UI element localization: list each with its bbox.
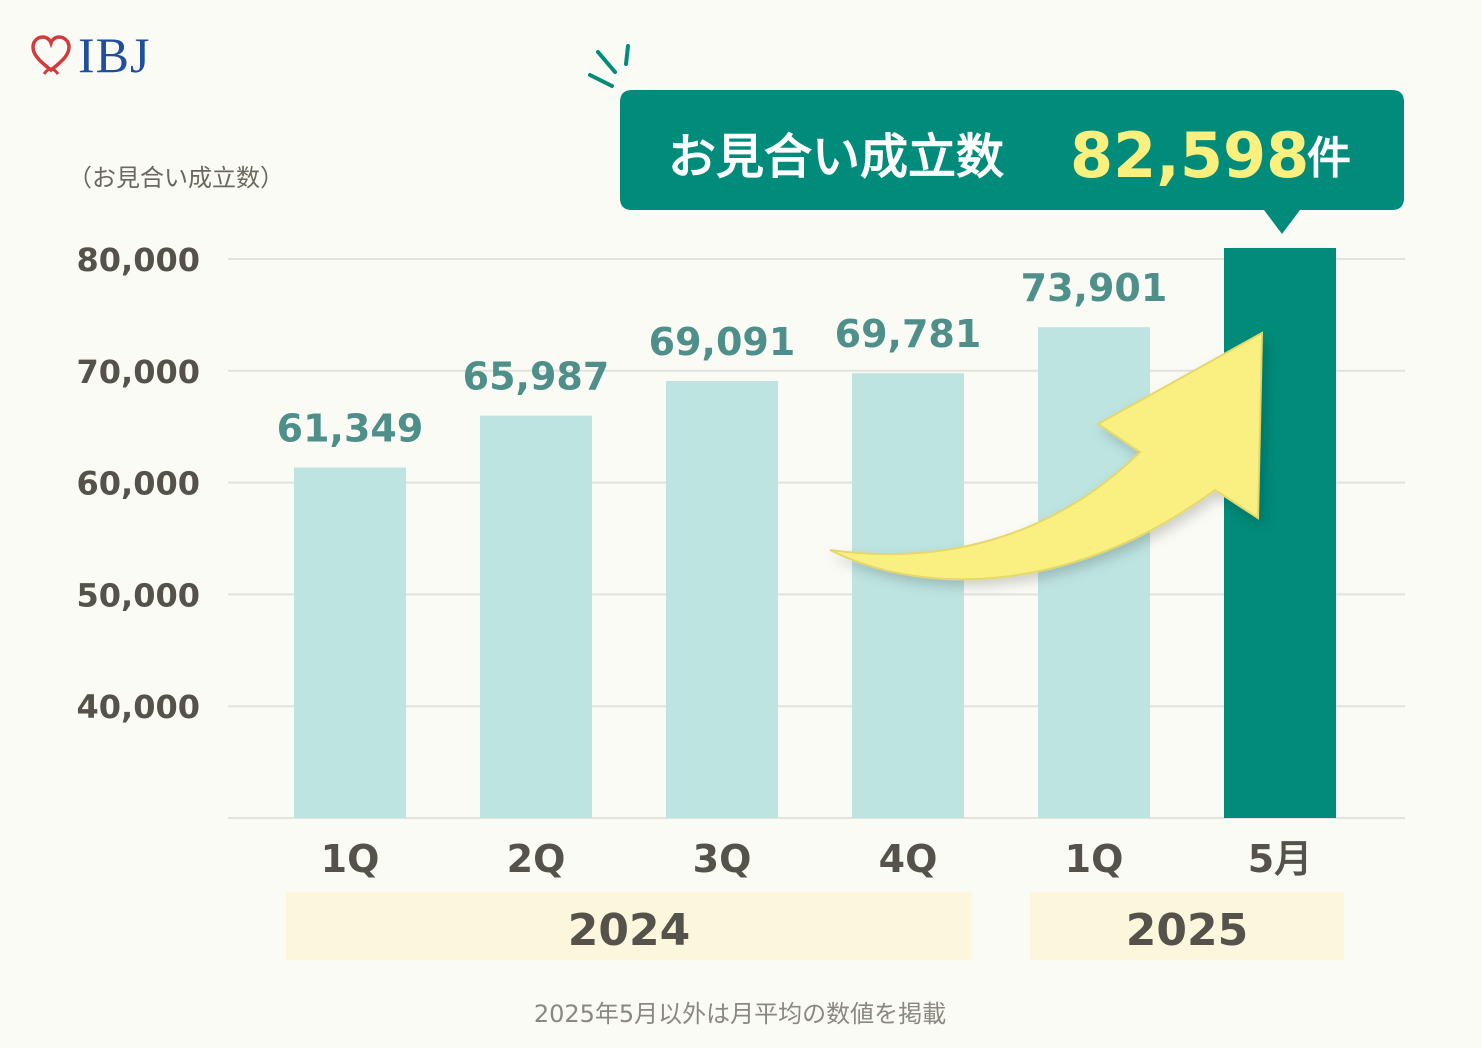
y-axis-title: （お見合い成立数） [68,164,284,192]
year-band [1030,892,1344,960]
bar [852,373,964,818]
year-band [286,892,972,960]
value-label: 61,349 [277,407,424,451]
year-label: 2024 [568,905,690,956]
brand-logo: IBJ [78,27,151,83]
bar [1224,248,1336,818]
value-labels: 61,349 65,987 69,091 69,781 73,901 [277,266,1168,450]
y-tick-labels: 40,000 50,000 60,000 70,000 80,000 [77,241,200,726]
x-tick-labels: 1Q 2Q 3Q 4Q 1Q 5月 [321,837,1313,881]
sparkle-icon [588,44,630,88]
bar [294,467,406,818]
year-groups: 2024 2025 [286,892,1344,960]
y-tick-label: 80,000 [77,241,200,279]
y-tick-label: 40,000 [77,688,200,726]
y-tick-label: 70,000 [77,353,200,391]
callout-value: 82,598 [1070,119,1309,192]
x-tick-label: 1Q [321,837,380,881]
callout-unit: 件 [1307,133,1351,184]
value-label: 69,091 [649,320,796,364]
value-label: 69,781 [835,312,982,356]
x-tick-label: 4Q [879,837,938,881]
x-tick-label: 2Q [507,837,566,881]
value-label: 73,901 [1021,266,1168,310]
y-tick-label: 50,000 [77,576,200,614]
year-label: 2025 [1126,905,1248,956]
bars [294,248,1336,818]
bar [666,380,778,818]
y-tick-label: 60,000 [77,465,200,503]
bar [480,415,592,818]
footnote: 2025年5月以外は月平均の数値を掲載 [534,1000,946,1028]
bar [1038,327,1150,818]
callout-box: お見合い成立数 82,598 件 [620,90,1404,234]
x-tick-label: 5月 [1248,837,1312,881]
x-tick-label: 1Q [1065,837,1124,881]
growth-arrow [829,331,1264,581]
value-label: 65,987 [463,355,610,399]
heart-logo-icon [31,35,71,75]
x-tick-label: 3Q [693,837,752,881]
callout-label: お見合い成立数 [668,129,1004,185]
